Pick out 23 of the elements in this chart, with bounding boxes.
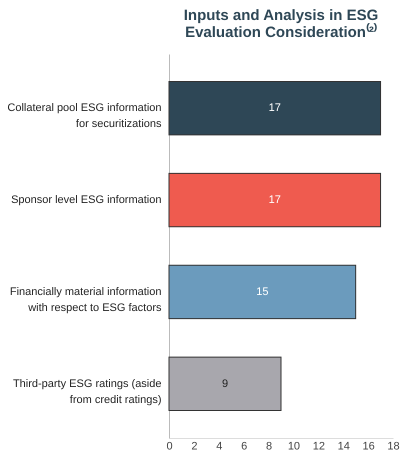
x-tick-label: 10 xyxy=(288,440,300,452)
data-label: 15 xyxy=(256,286,268,298)
x-tick-label: 2 xyxy=(191,440,198,452)
x-tick-label: 18 xyxy=(387,440,400,452)
y-tick-label: Financially material information with respect to ESG factors xyxy=(10,286,162,314)
x-tick-label: 0 xyxy=(166,440,173,452)
x-tick-label: 8 xyxy=(266,440,272,452)
y-tick-label: Collateral pool ESG information for securitizations xyxy=(7,102,162,130)
bar xyxy=(168,81,382,136)
y-tick-label: Sponsor level ESG information xyxy=(11,194,162,206)
y-tick-label: Third-party ESG ratings (aside from credit ratings) xyxy=(12,378,162,406)
chart-title: Inputs and Analysis in ESG Evaluation Consideration⁽²⁾ xyxy=(184,7,378,41)
data-label: 17 xyxy=(268,102,281,114)
bar xyxy=(168,264,356,320)
x-tick-label: 14 xyxy=(338,440,350,452)
bar xyxy=(168,356,282,411)
x-tick-label: 12 xyxy=(312,440,325,452)
x-tick-label: 4 xyxy=(216,440,222,452)
data-label: 17 xyxy=(268,194,281,206)
x-tick-label: 6 xyxy=(241,440,248,452)
x-tick-label: 16 xyxy=(362,440,375,452)
data-label: 9 xyxy=(222,378,228,390)
bar xyxy=(168,172,382,228)
